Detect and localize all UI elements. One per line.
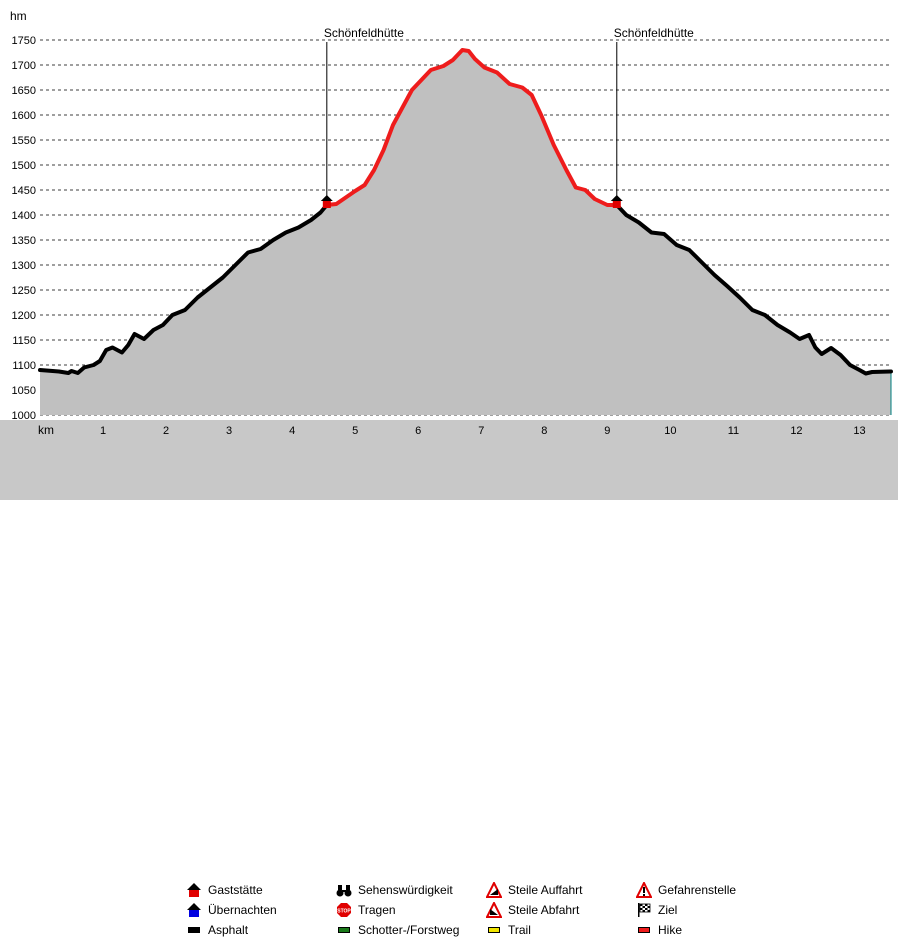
binoculars-icon (336, 882, 352, 898)
y-tick-label: 1550 (12, 135, 36, 147)
legend-item-sehenswuerdigkeit: Sehenswürdigkeit (336, 882, 453, 898)
legend-label: Schotter-/Forstweg (358, 923, 460, 937)
legend-item-schotter: Schotter-/Forstweg (336, 922, 459, 938)
trail-swatch (486, 922, 502, 938)
x-tick-label: 10 (664, 425, 676, 437)
y-tick-label: 1400 (12, 210, 36, 222)
legend-item-uebernachten: Übernachten (186, 902, 277, 918)
legend-item-trail: Trail (486, 922, 531, 938)
marker-roof (610, 195, 623, 201)
danger-icon (635, 880, 653, 898)
y-tick-label: 1250 (12, 285, 36, 297)
y-tick-label: 1600 (12, 110, 36, 122)
y-tick-label: 1300 (12, 260, 36, 272)
legend-label: Steile Abfahrt (508, 903, 580, 917)
gaststaette-marker-icon (610, 195, 623, 208)
elevation-fill (40, 50, 891, 415)
x-tick-label: 9 (604, 425, 610, 437)
series-line-hike (324, 48, 619, 207)
y-tick-label: 1350 (12, 235, 36, 247)
y-tick-label: 1750 (12, 35, 36, 47)
annotation-label: Schönfeldhütte (324, 26, 404, 40)
finish-flag-icon (636, 902, 652, 918)
steep-down-icon (485, 900, 503, 918)
gaststaette-icon (186, 882, 202, 898)
x-tick-label: 4 (289, 425, 295, 437)
legend-label: Hike (658, 923, 683, 937)
x-tick-label: 2 (163, 425, 169, 437)
y-tick-label: 1450 (12, 185, 36, 197)
x-tick-labels: 1 2 3 4 5 6 7 8 9 10 11 12 13 (100, 425, 866, 437)
legend: Gaststätte Sehenswürdigkeit Steile Auffa… (0, 440, 898, 937)
overnight-icon (186, 902, 202, 918)
legend-label: Tragen (358, 903, 396, 917)
y-tick-label: 1650 (12, 85, 36, 97)
x-axis-unit-label: km (38, 423, 54, 437)
legend-label: Steile Auffahrt (508, 883, 583, 897)
x-tick-label: 5 (352, 425, 358, 437)
legend-item-steile-auffahrt: Steile Auffahrt (485, 880, 583, 898)
x-tick-label: 12 (790, 425, 802, 437)
y-tick-label: 1200 (12, 310, 36, 322)
legend-item-tragen: STOP Tragen (336, 902, 396, 918)
y-tick-labels: 1000 1050 1100 1150 1200 1250 1300 1350 1400 1450… (12, 35, 36, 422)
annotations: Schönfeldhütte Schönfeldhütte (320, 26, 694, 208)
gravel-swatch (336, 922, 352, 938)
x-tick-label: 3 (226, 425, 232, 437)
y-tick-label: 1100 (12, 360, 36, 372)
y-tick-label: 1000 (12, 410, 36, 422)
y-tick-label: 1050 (12, 385, 36, 397)
x-tick-label: 6 (415, 425, 421, 437)
legend-item-gefahrenstelle: Gefahrenstelle (635, 880, 737, 898)
marker-body (322, 201, 331, 208)
series-line-asphalt (38, 203, 329, 375)
svg-text:STOP: STOP (337, 909, 351, 915)
stop-icon: STOP (336, 902, 352, 918)
elevation-lines (38, 48, 893, 376)
legend-label: Gaststätte (208, 883, 263, 897)
x-tick-label: 1 (100, 425, 106, 437)
legend-item-steile-abfahrt: Steile Abfahrt (485, 900, 580, 918)
legend-item-gaststaette: Gaststätte (186, 882, 263, 898)
x-tick-label: 7 (478, 425, 484, 437)
legend-item-ziel: Ziel (636, 902, 677, 918)
legend-label: Gefahrenstelle (658, 883, 737, 897)
marker-body (612, 201, 621, 208)
legend-label: Übernachten (208, 903, 277, 917)
legend-item-asphalt: Asphalt (186, 922, 248, 938)
elevation-chart: hm km 1000105011001150120012501300135014… (0, 9, 898, 440)
legend-label: Trail (508, 923, 531, 937)
legend-label: Sehenswürdigkeit (358, 883, 453, 897)
steep-up-icon (485, 880, 503, 898)
x-tick-label: 13 (853, 425, 865, 437)
y-tick-label: 1150 (12, 335, 36, 347)
gaststaette-marker-icon (320, 195, 333, 208)
x-tick-label: 11 (728, 425, 739, 437)
y-tick-label: 1500 (12, 160, 36, 172)
legend-item-hike: Hike (636, 922, 682, 938)
asphalt-swatch (186, 922, 202, 938)
series-line-asphalt (614, 203, 893, 376)
elevation-area (40, 50, 892, 415)
annotation-label: Schönfeldhütte (614, 26, 694, 40)
marker-roof (320, 195, 333, 201)
y-tick-label: 1700 (12, 60, 36, 72)
legend-label: Asphalt (208, 923, 249, 937)
hike-swatch (636, 922, 652, 938)
y-axis-unit-label: hm (10, 9, 27, 23)
x-tick-label: 8 (541, 425, 547, 437)
x-axis-strip (0, 420, 898, 440)
legend-label: Ziel (658, 903, 678, 917)
